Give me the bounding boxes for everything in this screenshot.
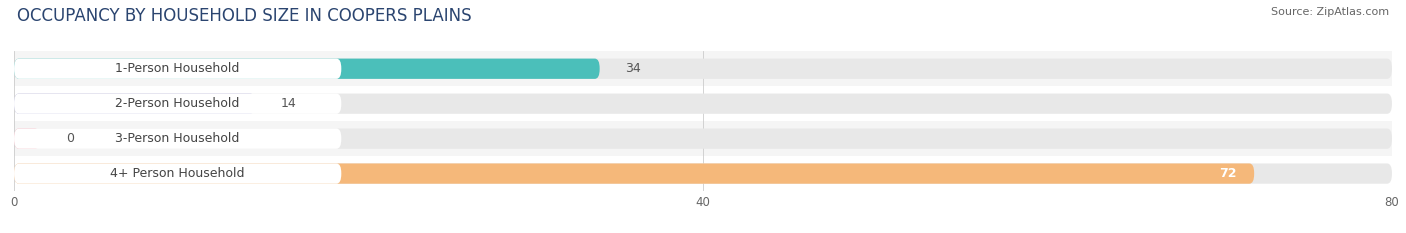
Text: 34: 34 (626, 62, 641, 75)
Text: 3-Person Household: 3-Person Household (115, 132, 240, 145)
FancyBboxPatch shape (14, 164, 1254, 184)
Bar (0, 156, 1406, 191)
Text: 14: 14 (281, 97, 297, 110)
FancyBboxPatch shape (14, 164, 1392, 184)
FancyBboxPatch shape (14, 59, 599, 79)
FancyBboxPatch shape (14, 129, 342, 149)
FancyBboxPatch shape (14, 93, 256, 114)
Text: 2-Person Household: 2-Person Household (115, 97, 240, 110)
Text: 4+ Person Household: 4+ Person Household (111, 167, 245, 180)
Text: OCCUPANCY BY HOUSEHOLD SIZE IN COOPERS PLAINS: OCCUPANCY BY HOUSEHOLD SIZE IN COOPERS P… (17, 7, 471, 25)
FancyBboxPatch shape (14, 129, 1392, 149)
FancyBboxPatch shape (14, 164, 342, 184)
Bar (0, 121, 1406, 156)
FancyBboxPatch shape (14, 129, 39, 149)
Bar (0, 51, 1406, 86)
FancyBboxPatch shape (14, 59, 342, 79)
Text: Source: ZipAtlas.com: Source: ZipAtlas.com (1271, 7, 1389, 17)
Bar (0, 86, 1406, 121)
Text: 72: 72 (1219, 167, 1237, 180)
FancyBboxPatch shape (14, 93, 342, 114)
FancyBboxPatch shape (14, 93, 1392, 114)
FancyBboxPatch shape (14, 59, 1392, 79)
Text: 0: 0 (66, 132, 73, 145)
Text: 1-Person Household: 1-Person Household (115, 62, 240, 75)
